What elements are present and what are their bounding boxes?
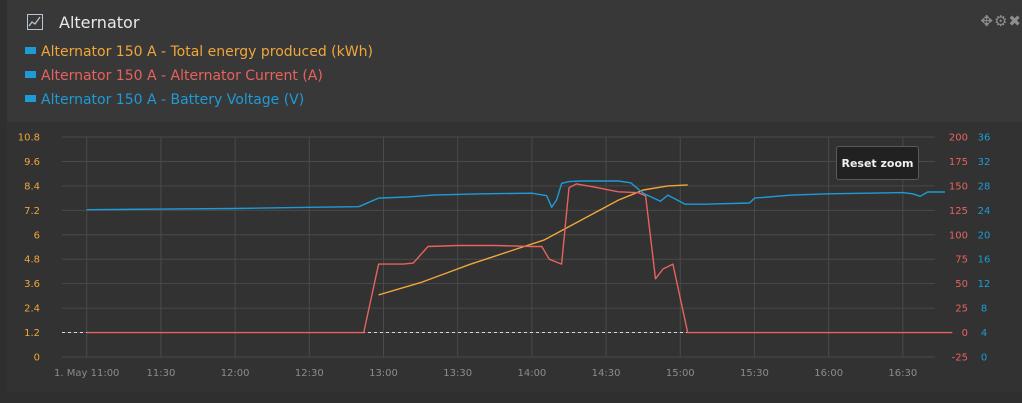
y-tick-label-energy: 6 [34,230,40,241]
y-tick-label-current: 125 [949,206,968,217]
move-icon[interactable]: ✥ [980,12,994,30]
series-line-voltage [86,180,945,211]
reset-zoom-button[interactable]: Reset zoom [836,146,919,180]
x-tick-label: 13:30 [443,368,472,379]
y-tick-label-current: 50 [955,279,968,290]
widget-title: Alternator [59,13,140,32]
x-tick-label: 13:00 [369,368,398,379]
legend-item-voltage[interactable]: Alternator 150 A - Battery Voltage (V) [25,92,304,108]
y-tick-label-energy: 8.4 [24,181,40,192]
y-tick-label-voltage: 0 [981,353,987,364]
legend-item-current[interactable]: Alternator 150 A - Alternator Current (A… [25,68,323,84]
y-tick-label-voltage: 20 [978,230,991,241]
x-tick-label: 1. May 11:00 [54,368,119,379]
x-tick-label: 12:30 [295,368,324,379]
y-tick-label-current: 25 [955,304,968,315]
legend-label: Alternator 150 A - Alternator Current (A… [41,68,323,84]
y-tick-label-energy: 3.6 [24,279,40,290]
y-tick-label-energy: 0 [34,353,40,364]
y-tick-label-energy: 10.8 [18,133,40,144]
gear-icon[interactable]: ⚙ [993,12,1009,30]
y-tick-label-energy: 9.6 [24,157,40,168]
y-tick-label-current: 150 [949,181,968,192]
x-tick-label: 15:00 [666,368,695,379]
y-tick-label-current: 175 [949,157,968,168]
y-tick-label-current: 75 [955,255,968,266]
x-tick-label: 16:00 [814,368,843,379]
y-tick-label-voltage: 28 [978,181,991,192]
widget-tools: ✥⚙✖ [980,12,1022,30]
y-tick-label-voltage: 16 [978,255,991,266]
legend-label: Alternator 150 A - Total energy produced… [41,44,373,60]
y-tick-label-current: -25 [952,353,968,364]
x-tick-label: 14:30 [592,368,621,379]
y-tick-label-voltage: 12 [978,279,991,290]
close-icon[interactable]: ✖ [1008,12,1022,30]
legend-item-energy[interactable]: Alternator 150 A - Total energy produced… [25,44,373,60]
x-tick-label: 16:30 [888,368,917,379]
y-tick-label-energy: 1.2 [24,328,40,339]
y-tick-label-energy: 2.4 [24,304,40,315]
legend-label: Alternator 150 A - Battery Voltage (V) [41,92,305,108]
y-tick-label-current: 200 [949,133,968,144]
y-tick-label-voltage: 4 [981,328,987,339]
series-line-energy [378,184,688,296]
y-tick-label-energy: 4.8 [24,255,40,266]
x-tick-label: 14:00 [517,368,546,379]
y-tick-label-energy: 7.2 [24,206,40,217]
x-tick-label: 12:00 [221,368,250,379]
y-tick-label-current: 0 [962,328,968,339]
line-chart-icon [27,14,43,30]
x-tick-label: 15:30 [740,368,769,379]
series-line-current [86,183,953,334]
widget-header: Alternator ✥⚙✖ Alternator 150 A - Total … [7,0,1022,120]
y-tick-label-voltage: 32 [978,157,991,168]
x-tick-label: 11:30 [147,368,176,379]
legend-swatch-icon [25,94,36,102]
y-tick-label-voltage: 36 [978,133,991,144]
y-tick-label-voltage: 8 [981,304,987,315]
legend-swatch-icon [25,70,36,78]
y-tick-label-voltage: 24 [978,206,991,217]
legend-swatch-icon [25,46,36,54]
y-tick-label-current: 100 [949,230,968,241]
